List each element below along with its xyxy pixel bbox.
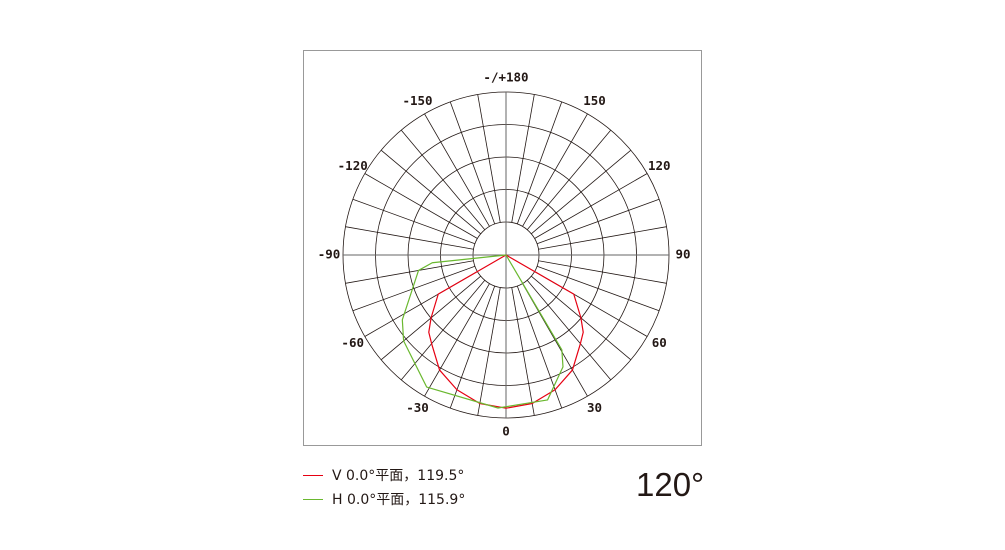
angle-tick-label: 0 xyxy=(502,424,510,439)
polar-grid xyxy=(342,91,670,419)
grid-spoke xyxy=(449,101,496,225)
angle-tick-label: 90 xyxy=(675,247,690,262)
legend-item-h: H 0.0°平面，115.9° xyxy=(303,489,465,509)
legend-label-h: H 0.0°平面，115.9° xyxy=(332,492,466,508)
grid-spoke xyxy=(449,285,496,409)
grid-spoke xyxy=(400,129,486,230)
angle-tick-label: -120 xyxy=(338,158,368,173)
angle-tick-label: -30 xyxy=(406,400,429,415)
grid-spoke xyxy=(534,173,648,239)
angle-tick-label: 60 xyxy=(652,335,667,350)
grid-spoke xyxy=(364,173,478,239)
grid-spoke xyxy=(526,280,612,381)
grid-spoke xyxy=(511,287,535,416)
grid-spoke xyxy=(352,198,476,245)
angle-tick-label: 120 xyxy=(648,158,671,173)
grid-spoke xyxy=(424,113,490,227)
grid-spoke xyxy=(380,149,481,235)
grid-spoke xyxy=(424,283,490,397)
legend-swatch-green xyxy=(303,498,323,500)
grid-spoke xyxy=(538,260,667,284)
grid-spoke xyxy=(536,265,660,312)
beam-angle: 120° xyxy=(636,466,705,503)
grid-spoke xyxy=(531,149,632,235)
angle-tick-label: -90 xyxy=(318,247,341,262)
series-group xyxy=(401,254,584,409)
grid-spoke xyxy=(511,94,535,223)
angle-tick-label: -60 xyxy=(341,335,364,350)
chart-frame xyxy=(303,50,702,446)
series-line-0 xyxy=(428,254,584,409)
angle-labels: -150 -120 -90 -60 -30 0 30 60 90 120 150 -/+180 xyxy=(318,70,691,439)
grid-spoke xyxy=(345,260,474,284)
grid-spoke xyxy=(536,198,660,245)
series-line-1 xyxy=(401,254,564,409)
grid-spoke xyxy=(516,101,563,225)
legend-item-v: V 0.0°平面，119.5° xyxy=(303,465,464,485)
angle-tick-label: -/+180 xyxy=(483,70,528,85)
angle-tick-label: -150 xyxy=(402,93,432,108)
angle-tick-label: 150 xyxy=(583,93,606,108)
grid-spoke xyxy=(538,226,667,250)
grid-spoke xyxy=(526,129,612,230)
grid-spoke xyxy=(400,280,486,381)
legend-label-v: V 0.0°平面，119.5° xyxy=(332,468,465,484)
legend-swatch-red xyxy=(303,474,323,476)
grid-spoke xyxy=(522,113,588,227)
grid-spoke xyxy=(477,287,501,416)
angle-tick-label: 30 xyxy=(587,400,602,415)
grid-spoke xyxy=(352,265,476,312)
grid-spoke xyxy=(516,285,563,409)
grid-spoke xyxy=(477,94,501,223)
grid-spoke xyxy=(345,226,474,250)
